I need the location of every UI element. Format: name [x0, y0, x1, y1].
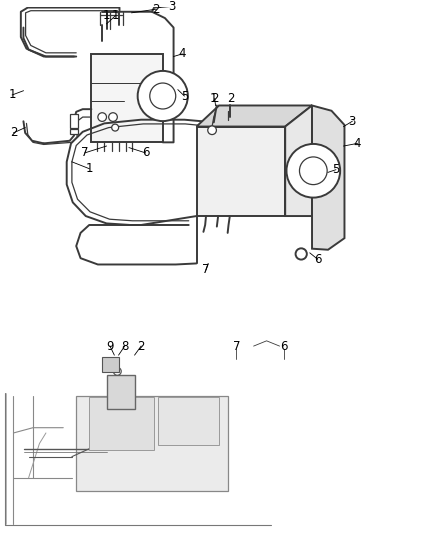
- Text: 4: 4: [178, 47, 186, 60]
- Text: 2: 2: [227, 92, 234, 105]
- Text: 2: 2: [152, 3, 160, 15]
- Bar: [92, 54, 163, 142]
- Circle shape: [208, 126, 216, 134]
- Circle shape: [112, 124, 119, 131]
- Circle shape: [300, 157, 327, 184]
- Text: 1: 1: [8, 88, 16, 101]
- Text: 3: 3: [168, 0, 175, 13]
- Bar: [159, 397, 219, 445]
- Bar: [102, 357, 120, 373]
- Circle shape: [296, 248, 307, 260]
- Bar: [197, 126, 285, 216]
- Text: 1: 1: [103, 10, 110, 22]
- Text: 1: 1: [210, 92, 218, 105]
- Text: 5: 5: [181, 90, 188, 102]
- Circle shape: [113, 367, 121, 375]
- Text: 5: 5: [332, 163, 339, 176]
- Bar: [70, 115, 78, 127]
- Bar: [106, 375, 134, 409]
- Bar: [76, 396, 228, 491]
- Polygon shape: [285, 106, 312, 216]
- Text: 1: 1: [85, 162, 93, 175]
- Text: 9: 9: [106, 340, 114, 353]
- Circle shape: [286, 144, 340, 198]
- Bar: [89, 397, 154, 450]
- Text: 7: 7: [81, 147, 88, 159]
- Circle shape: [109, 113, 117, 122]
- Circle shape: [98, 113, 106, 122]
- Text: 4: 4: [354, 137, 361, 150]
- Circle shape: [138, 71, 188, 121]
- Circle shape: [150, 83, 176, 109]
- Text: 2: 2: [138, 340, 145, 353]
- Text: 7: 7: [233, 340, 240, 353]
- Bar: [70, 128, 78, 134]
- Text: 2: 2: [211, 92, 219, 105]
- Text: 6: 6: [142, 147, 149, 159]
- Text: 8: 8: [121, 340, 128, 353]
- Text: 7: 7: [202, 263, 210, 276]
- Text: 6: 6: [314, 253, 321, 266]
- Text: 1: 1: [111, 10, 119, 22]
- Polygon shape: [197, 106, 312, 126]
- Text: 2: 2: [10, 126, 17, 139]
- Text: 3: 3: [349, 115, 356, 128]
- Text: 6: 6: [280, 340, 288, 353]
- Polygon shape: [312, 106, 344, 250]
